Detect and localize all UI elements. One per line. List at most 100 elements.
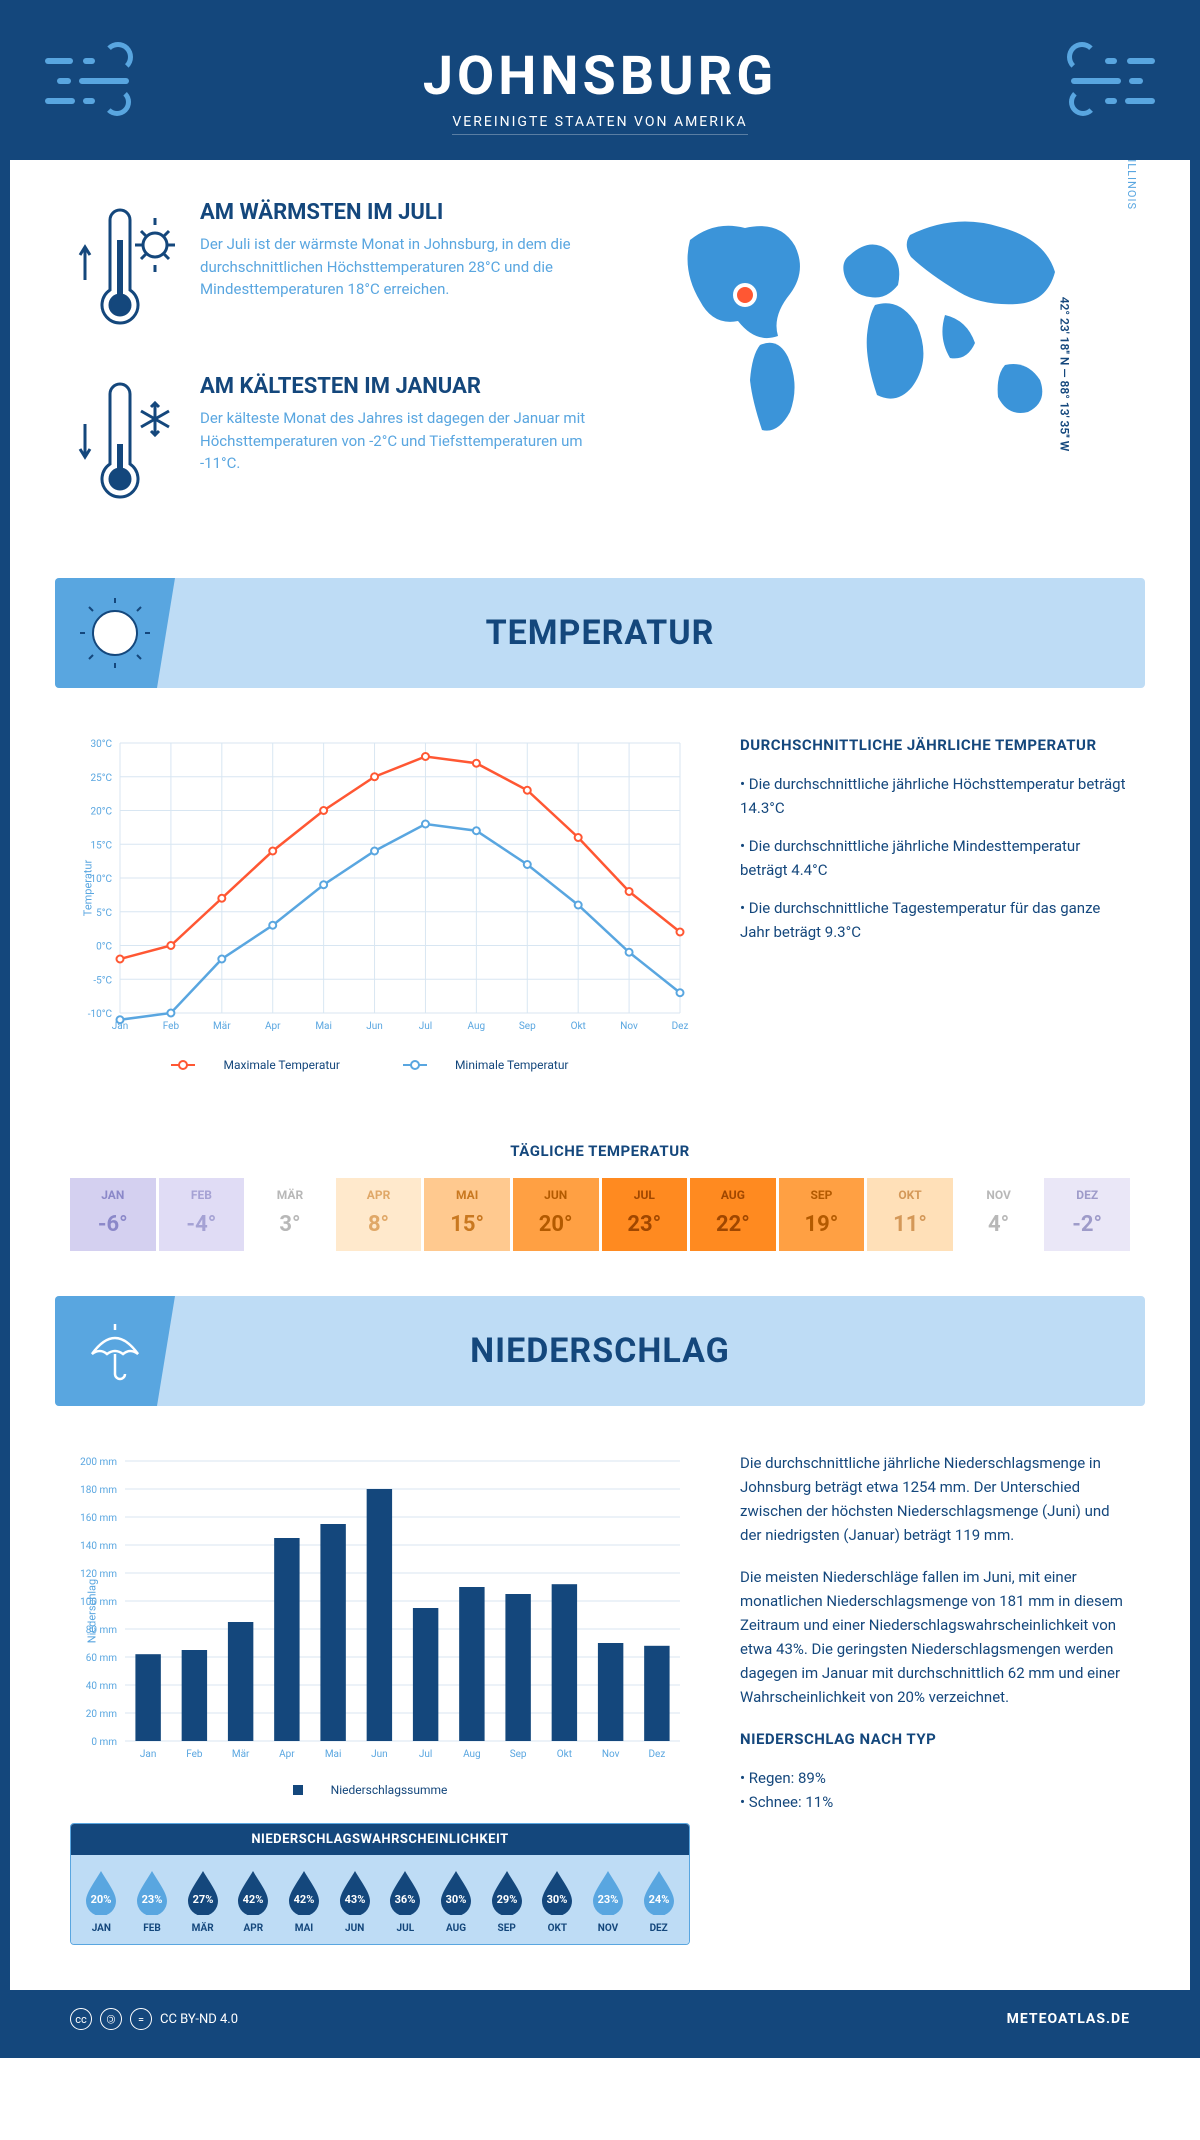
svg-text:30%: 30% — [547, 1893, 568, 1906]
cc-icon: cc — [70, 2008, 92, 2030]
daily-temp-cell: MAI15° — [424, 1178, 510, 1251]
svg-text:23%: 23% — [598, 1893, 619, 1906]
nd-icon: = — [130, 2008, 152, 2030]
svg-text:36%: 36% — [395, 1893, 416, 1906]
page-subtitle: VEREINIGTE STAATEN VON AMERIKA — [452, 114, 747, 135]
temp-chart-legend: Maximale Temperatur Minimale Temperatur — [70, 1055, 690, 1072]
svg-text:Aug: Aug — [468, 1021, 486, 1032]
location-marker-icon — [735, 285, 755, 305]
daily-temp-cell: OKT11° — [867, 1178, 953, 1251]
svg-text:Feb: Feb — [163, 1021, 180, 1032]
intro-section: AM WÄRMSTEN IM JULI Der Juli ist der wär… — [10, 160, 1190, 578]
precip-type-bullet: • Schnee: 11% — [740, 1790, 1130, 1814]
license-text: CC BY-ND 4.0 — [160, 2012, 238, 2027]
svg-text:Mär: Mär — [232, 1749, 250, 1760]
daily-temp-cell: JUL23° — [602, 1178, 688, 1251]
svg-text:20°C: 20°C — [91, 807, 113, 818]
daily-temp-cell: NOV4° — [956, 1178, 1042, 1251]
svg-text:23%: 23% — [142, 1893, 163, 1906]
warmest-title: AM WÄRMSTEN IM JULI — [200, 200, 610, 225]
temp-bullet: • Die durchschnittliche jährliche Höchst… — [740, 772, 1130, 820]
svg-text:60 mm: 60 mm — [86, 1653, 117, 1664]
footer: cc 🄯 = CC BY-ND 4.0 METEOATLAS.DE — [10, 1990, 1190, 2048]
daily-temp-cell: JUN20° — [513, 1178, 599, 1251]
precip-prob-drop: 27% MÄR — [178, 1869, 227, 1934]
precip-prob-drop: 23% NOV — [584, 1869, 633, 1934]
precip-prob-drop: 23% FEB — [128, 1869, 177, 1934]
brand: METEOATLAS.DE — [1007, 2011, 1130, 2027]
precip-prob-drop: 24% DEZ — [634, 1869, 683, 1934]
precipitation-probability: NIEDERSCHLAGSWAHRSCHEINLICHKEIT 20% JAN … — [70, 1823, 690, 1945]
svg-text:Apr: Apr — [279, 1749, 295, 1760]
svg-text:Mär: Mär — [213, 1021, 231, 1032]
svg-text:30%: 30% — [446, 1893, 467, 1906]
temp-y-axis-label: Temperatur — [82, 860, 95, 916]
svg-text:20 mm: 20 mm — [86, 1709, 117, 1720]
svg-text:Dez: Dez — [672, 1021, 689, 1032]
svg-text:200 mm: 200 mm — [80, 1457, 117, 1468]
svg-text:140 mm: 140 mm — [80, 1541, 117, 1552]
precip-prob-drop: 30% OKT — [533, 1869, 582, 1934]
precip-para: Die meisten Niederschläge fallen im Juni… — [740, 1565, 1130, 1709]
daily-temp-cell: FEB-4° — [159, 1178, 245, 1251]
daily-temp-cell: APR8° — [336, 1178, 422, 1251]
svg-text:42%: 42% — [243, 1893, 264, 1906]
thermometer-warm-icon — [70, 200, 180, 344]
svg-text:-5°C: -5°C — [93, 975, 112, 986]
precip-prob-drop: 42% MAI — [280, 1869, 329, 1934]
wind-icon — [1035, 40, 1155, 120]
daily-temp-grid: JAN-6° FEB-4° MÄR3° APR8° MAI15° JUN20° … — [70, 1178, 1130, 1251]
state-label: ILLINOIS — [1125, 159, 1138, 210]
coldest-block: AM KÄLTESTEN IM JANUAR Der kälteste Mona… — [70, 374, 610, 518]
wind-icon — [45, 40, 165, 120]
daily-temp-cell: DEZ-2° — [1044, 1178, 1130, 1251]
svg-text:Mai: Mai — [315, 1021, 332, 1032]
coldest-title: AM KÄLTESTEN IM JANUAR — [200, 374, 610, 399]
svg-text:Jul: Jul — [419, 1021, 432, 1032]
section-title-precipitation: NIEDERSCHLAG — [470, 1331, 730, 1371]
svg-text:0°C: 0°C — [96, 942, 112, 953]
coldest-text: Der kälteste Monat des Jahres ist dagege… — [200, 407, 610, 475]
section-title-temperature: TEMPERATUR — [486, 613, 715, 653]
warmest-block: AM WÄRMSTEN IM JULI Der Juli ist der wär… — [70, 200, 610, 344]
svg-text:-10°C: -10°C — [88, 1009, 113, 1020]
svg-text:20%: 20% — [91, 1893, 112, 1906]
svg-text:Dez: Dez — [648, 1749, 665, 1760]
temp-text-heading: DURCHSCHNITTLICHE JÄHRLICHE TEMPERATUR — [740, 733, 1130, 757]
temp-bullet: • Die durchschnittliche Tagestemperatur … — [740, 896, 1130, 944]
svg-text:Apr: Apr — [265, 1021, 281, 1032]
precip-type-bullet: • Regen: 89% — [740, 1766, 1130, 1790]
legend-precip: Niederschlagssumme — [331, 1783, 448, 1797]
svg-text:30°C: 30°C — [91, 739, 113, 750]
precip-prob-drop: 30% AUG — [432, 1869, 481, 1934]
sun-icon — [80, 598, 150, 668]
coordinates: 42° 23' 18'' N — 88° 13' 35'' W — [1058, 297, 1072, 452]
temp-bullet: • Die durchschnittliche jährliche Mindes… — [740, 834, 1130, 882]
svg-text:25°C: 25°C — [91, 773, 113, 784]
license: cc 🄯 = CC BY-ND 4.0 — [70, 2008, 238, 2030]
precip-type-heading: NIEDERSCHLAG NACH TYP — [740, 1727, 1130, 1751]
precip-para: Die durchschnittliche jährliche Niedersc… — [740, 1451, 1130, 1547]
svg-text:Jan: Jan — [140, 1749, 156, 1760]
svg-text:Nov: Nov — [620, 1021, 638, 1032]
page-title: JOHNSBURG — [70, 45, 1130, 108]
daily-temp-cell: MÄR3° — [247, 1178, 333, 1251]
svg-text:Jul: Jul — [419, 1749, 432, 1760]
svg-text:43%: 43% — [344, 1893, 365, 1906]
precip-prob-title: NIEDERSCHLAGSWAHRSCHEINLICHKEIT — [71, 1824, 689, 1855]
precip-prob-drop: 42% APR — [229, 1869, 278, 1934]
svg-text:29%: 29% — [496, 1893, 517, 1906]
header: JOHNSBURG VEREINIGTE STAATEN VON AMERIKA — [10, 10, 1190, 160]
precipitation-bar-chart: Niederschlag 0 mm20 mm40 mm60 mm80 mm100… — [70, 1451, 690, 1771]
svg-text:15°C: 15°C — [91, 840, 113, 851]
world-map — [650, 200, 1090, 450]
thermometer-cold-icon — [70, 374, 180, 518]
svg-text:Jun: Jun — [371, 1749, 388, 1760]
svg-text:160 mm: 160 mm — [80, 1513, 117, 1524]
svg-text:5°C: 5°C — [96, 908, 112, 919]
svg-text:Mai: Mai — [325, 1749, 342, 1760]
svg-text:27%: 27% — [192, 1893, 213, 1906]
daily-temp-title: TÄGLICHE TEMPERATUR — [10, 1142, 1190, 1160]
svg-text:24%: 24% — [648, 1893, 669, 1906]
umbrella-icon — [80, 1316, 150, 1386]
